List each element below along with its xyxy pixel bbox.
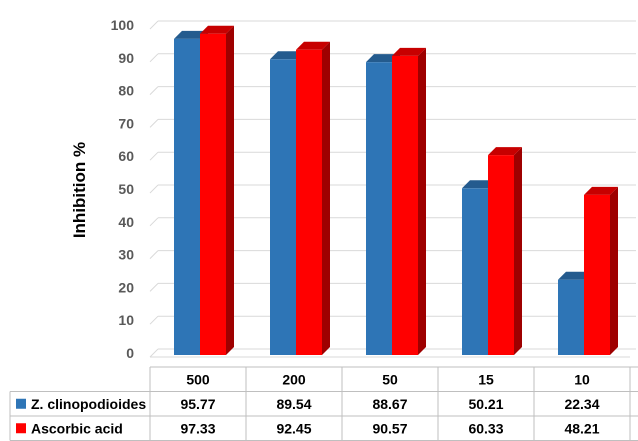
gridline-diagonal bbox=[149, 119, 159, 128]
bar-front bbox=[174, 38, 200, 356]
gridline-diagonal bbox=[149, 283, 159, 292]
legend-key bbox=[16, 423, 26, 434]
x-tick-label: 500 bbox=[186, 371, 210, 387]
gridline-diagonal bbox=[149, 184, 159, 194]
bar-front bbox=[558, 279, 584, 355]
y-tick-label: 90 bbox=[118, 50, 134, 66]
gridline-diagonal bbox=[149, 20, 159, 30]
data-label: 95.77 bbox=[180, 396, 215, 412]
data-label: 88.67 bbox=[372, 396, 407, 412]
data-label: 90.57 bbox=[372, 420, 407, 436]
legend-label: Z. clinopodioides bbox=[31, 396, 146, 412]
data-table: 500 200 50 15 10 Z. clinopodioides 95.77 89.54 8… bbox=[9, 366, 638, 441]
bar-top bbox=[558, 271, 592, 280]
y-tick-label: 0 bbox=[126, 345, 134, 361]
y-tick-label: 70 bbox=[118, 115, 134, 131]
bar-top bbox=[270, 51, 304, 60]
y-axis-ticks: 0 10 20 30 40 50 60 70 80 90 100 bbox=[111, 17, 135, 361]
bar-top bbox=[366, 54, 400, 63]
bar-top bbox=[200, 25, 234, 34]
bar-top bbox=[584, 186, 618, 195]
bar bbox=[200, 25, 234, 356]
x-tick-label: 10 bbox=[574, 371, 590, 387]
x-tick-label: 200 bbox=[282, 371, 306, 387]
y-tick-label: 30 bbox=[118, 247, 134, 263]
bar-front bbox=[462, 188, 488, 355]
bar bbox=[392, 47, 426, 356]
bar-side bbox=[610, 186, 618, 355]
bar-front bbox=[200, 33, 226, 355]
y-tick-label: 60 bbox=[118, 148, 134, 164]
data-label: 60.33 bbox=[468, 420, 503, 436]
gridline-diagonal bbox=[149, 217, 159, 227]
y-tick-label: 80 bbox=[118, 83, 134, 99]
bar-front bbox=[366, 62, 392, 355]
bars bbox=[174, 25, 618, 356]
bar bbox=[296, 41, 330, 355]
bar-top bbox=[462, 180, 496, 189]
gridline-diagonal bbox=[149, 348, 159, 358]
gridline-diagonal bbox=[149, 250, 159, 259]
data-label: 97.33 bbox=[180, 420, 215, 436]
bar-top bbox=[174, 30, 208, 39]
data-label: 22.34 bbox=[564, 396, 599, 412]
gridline-diagonal bbox=[149, 315, 159, 325]
legend-label: Ascorbic acid bbox=[31, 420, 123, 436]
gridline-diagonal bbox=[149, 86, 159, 95]
bar-front bbox=[488, 155, 514, 355]
data-label: 50.21 bbox=[468, 396, 503, 412]
y-tick-label: 100 bbox=[111, 17, 135, 33]
bar bbox=[584, 186, 618, 355]
y-tick-label: 40 bbox=[118, 214, 134, 230]
y-tick-label: 50 bbox=[118, 181, 134, 197]
bar-side bbox=[514, 147, 522, 355]
data-label: 92.45 bbox=[276, 420, 311, 436]
bar-front bbox=[584, 194, 610, 355]
bar-side bbox=[322, 41, 330, 355]
x-tick-label: 50 bbox=[382, 371, 398, 387]
gridline-diagonal bbox=[149, 53, 159, 63]
x-tick-label: 15 bbox=[478, 371, 494, 387]
bar-front bbox=[296, 49, 322, 355]
gridline-diagonal bbox=[149, 151, 159, 161]
bar bbox=[488, 147, 522, 355]
bar-side bbox=[418, 47, 426, 356]
legend-key bbox=[16, 398, 26, 409]
data-label: 89.54 bbox=[276, 396, 311, 412]
bar-top bbox=[296, 41, 330, 50]
y-tick-label: 20 bbox=[118, 279, 134, 295]
data-label: 48.21 bbox=[564, 420, 599, 436]
bar-front bbox=[392, 55, 418, 356]
y-axis-label: Inhibition % bbox=[70, 142, 89, 238]
bar-top bbox=[392, 47, 426, 56]
bar-front bbox=[270, 59, 296, 355]
bar-top bbox=[488, 147, 522, 156]
bar-side bbox=[226, 25, 234, 356]
y-tick-label: 10 bbox=[118, 312, 134, 328]
